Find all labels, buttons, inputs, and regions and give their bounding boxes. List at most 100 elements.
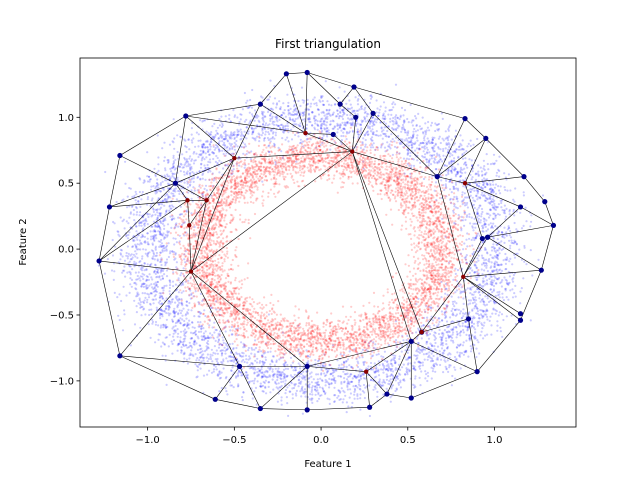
cloud-point [489,282,492,286]
cloud-point [406,363,409,366]
cloud-point [218,159,221,162]
cloud-point [434,181,438,184]
cloud-point [119,252,122,255]
cloud-point [152,253,156,256]
cloud-point [491,180,494,183]
cloud-point [323,372,326,375]
cloud-point [154,341,157,344]
cloud-point [383,365,386,368]
cloud-point [136,211,139,214]
cloud-point [324,80,327,83]
cloud-point [494,312,497,315]
cloud-point [430,142,433,145]
cloud-point [417,342,420,345]
cloud-point [261,112,264,115]
cloud-point [200,163,203,166]
cloud-point [170,298,173,301]
cloud-point [359,375,363,378]
cloud-point [199,344,202,347]
cloud-point [440,310,443,313]
cloud-point [357,133,360,136]
cloud-point [134,287,137,290]
cloud-point [490,265,493,268]
cloud-point [480,207,484,211]
cloud-point [116,296,119,299]
cloud-point [273,143,276,146]
cloud-point [187,162,190,166]
cloud-point [322,119,325,122]
cloud-point [507,283,510,286]
cloud-point [481,230,484,233]
cloud-point [333,125,336,128]
cloud-point [133,282,136,285]
cloud-point [314,115,317,118]
cloud-point [233,114,237,117]
cloud-point [452,341,455,344]
cloud-point [181,153,184,156]
cloud-point [334,381,337,384]
cloud-point [228,147,231,150]
cloud-point [474,226,477,229]
cloud-point [273,97,277,100]
cloud-point [340,139,343,142]
cloud-point [160,242,164,245]
cloud-point [165,210,168,213]
cloud-point [407,356,410,359]
cloud-point [289,107,292,110]
cloud-point [321,95,324,98]
cloud-point [271,355,275,358]
cloud-point [201,350,204,353]
cloud-point [443,311,446,314]
cloud-point [399,386,402,389]
cloud-point [204,146,207,149]
cloud-point [439,148,442,151]
cloud-point [168,286,171,290]
cloud-point [454,272,457,275]
cloud-point [454,206,458,209]
cloud-point [168,293,172,296]
cloud-point [410,144,413,147]
cloud-point [462,353,465,356]
cloud-point [399,379,402,382]
cloud-point [337,366,340,370]
cloud-point [370,379,373,382]
cloud-point [475,355,478,359]
cloud-point [140,224,143,227]
cloud-point [422,156,425,159]
cloud-point [196,175,200,179]
cloud-point [280,384,283,388]
cloud-point [465,333,468,336]
cloud-point [248,111,251,114]
cloud-point [464,171,467,174]
cloud-point [384,359,387,362]
cloud-point [474,222,477,225]
cloud-point [437,159,440,163]
cloud-point [396,377,400,380]
cloud-point [360,119,363,122]
cloud-point [330,382,333,385]
cloud-point [199,177,202,180]
cloud-point [265,122,268,125]
cloud-point [269,137,272,140]
cloud-point [161,220,164,223]
cloud-point [355,119,358,122]
cloud-point [448,145,451,149]
cloud-point [308,355,311,358]
cloud-point [129,212,132,215]
cloud-point [343,377,346,380]
cloud-point [135,311,138,314]
cloud-point [162,323,165,326]
cloud-point [161,313,164,316]
cloud-point [390,133,393,136]
cloud-point [263,137,266,140]
cloud-point [178,213,181,216]
cloud-point [438,350,441,353]
cloud-point [324,392,327,396]
cloud-point [422,137,426,140]
cloud-point [295,113,298,116]
cloud-point [299,367,302,370]
cloud-point [211,334,214,337]
cloud-point [493,279,496,282]
cloud-point [203,187,206,190]
cloud-point [501,296,504,299]
